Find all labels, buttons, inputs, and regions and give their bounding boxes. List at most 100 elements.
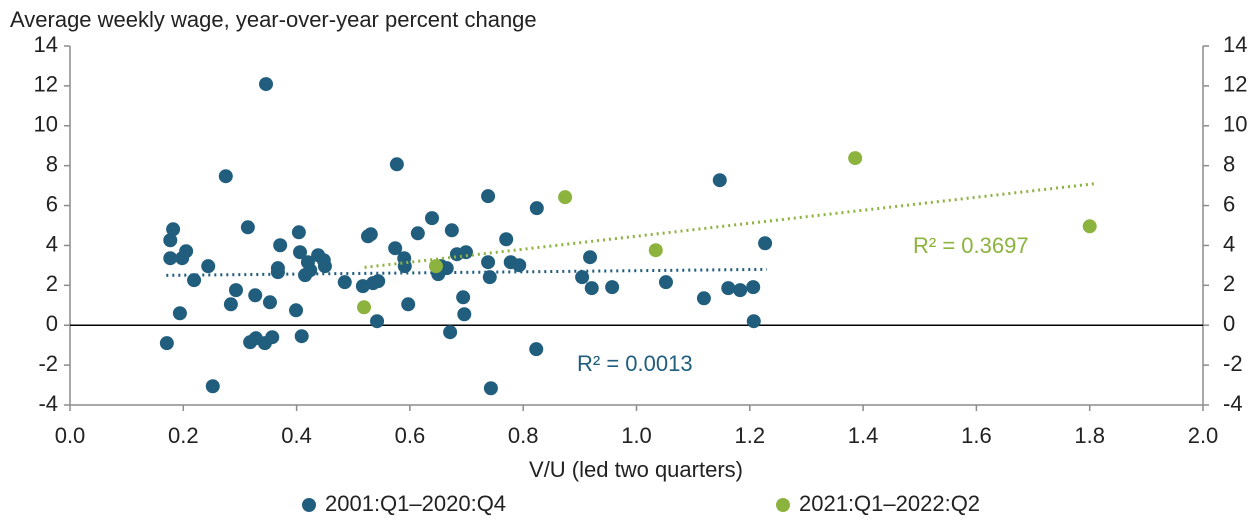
point bbox=[187, 273, 202, 288]
point bbox=[721, 281, 736, 296]
y2-tick-label: 10 bbox=[1223, 112, 1247, 137]
point bbox=[363, 227, 378, 242]
point bbox=[583, 250, 598, 265]
point bbox=[712, 173, 727, 188]
point bbox=[289, 303, 304, 318]
point bbox=[529, 342, 544, 357]
y2-tick-label: 8 bbox=[1223, 151, 1235, 176]
y2-tick-label: 12 bbox=[1223, 72, 1247, 97]
point bbox=[439, 261, 454, 276]
y2-tick-label: 6 bbox=[1223, 191, 1235, 216]
y-tick-label: 0 bbox=[46, 311, 58, 336]
point bbox=[218, 169, 233, 184]
y2-tick-label: -4 bbox=[1223, 391, 1243, 416]
r-squared-label: R² = 0.3697 bbox=[913, 233, 1029, 258]
point bbox=[166, 222, 181, 237]
point bbox=[733, 283, 748, 298]
point bbox=[303, 263, 318, 278]
point bbox=[443, 325, 458, 340]
point bbox=[291, 225, 306, 240]
x-tick-label: 1.8 bbox=[1074, 423, 1105, 448]
point bbox=[294, 329, 309, 344]
point bbox=[458, 245, 473, 260]
point bbox=[848, 151, 863, 166]
point bbox=[317, 259, 332, 274]
point bbox=[658, 275, 673, 290]
legend-label: 2001:Q1–2020:Q4 bbox=[325, 491, 506, 516]
point bbox=[605, 280, 620, 295]
y2-tick-label: -2 bbox=[1223, 351, 1243, 376]
x-tick-label: 1.4 bbox=[848, 423, 879, 448]
point bbox=[159, 336, 174, 351]
x-axis-label: V/U (led two quarters) bbox=[529, 457, 743, 482]
point bbox=[499, 232, 514, 247]
point bbox=[370, 314, 385, 329]
legend-marker bbox=[302, 498, 316, 512]
x-tick-label: 0.4 bbox=[281, 423, 312, 448]
point bbox=[223, 297, 238, 312]
point bbox=[357, 300, 372, 315]
x-tick-label: 2.0 bbox=[1188, 423, 1219, 448]
point bbox=[292, 245, 307, 260]
point bbox=[201, 259, 216, 274]
point bbox=[163, 251, 178, 266]
y2-tick-label: 2 bbox=[1223, 271, 1235, 296]
point bbox=[259, 77, 274, 92]
y-tick-label: 6 bbox=[46, 191, 58, 216]
y2-tick-label: 4 bbox=[1223, 231, 1235, 256]
point bbox=[205, 379, 220, 394]
point bbox=[172, 306, 187, 321]
legend-label: 2021:Q1–2022:Q2 bbox=[799, 491, 980, 516]
x-tick-label: 1.2 bbox=[735, 423, 766, 448]
point bbox=[262, 295, 277, 310]
point bbox=[482, 270, 497, 285]
point bbox=[428, 259, 443, 274]
x-tick-label: 0.2 bbox=[168, 423, 199, 448]
y-tick-label: 10 bbox=[34, 112, 58, 137]
x-tick-label: 0.8 bbox=[508, 423, 539, 448]
point bbox=[410, 226, 425, 241]
x-tick-label: 1.6 bbox=[961, 423, 992, 448]
y-tick-label: 4 bbox=[46, 231, 58, 256]
point bbox=[758, 236, 773, 251]
y2-tick-label: 14 bbox=[1223, 32, 1247, 57]
point bbox=[163, 233, 178, 248]
point bbox=[397, 259, 412, 274]
x-tick-label: 0.0 bbox=[55, 423, 86, 448]
point bbox=[746, 280, 761, 295]
point bbox=[388, 241, 403, 256]
legend-marker bbox=[776, 498, 790, 512]
point bbox=[337, 275, 352, 290]
point bbox=[558, 190, 573, 205]
point bbox=[457, 307, 472, 322]
point bbox=[584, 281, 599, 296]
point bbox=[746, 314, 761, 329]
point bbox=[1082, 219, 1097, 234]
y-tick-label: 8 bbox=[46, 151, 58, 176]
point bbox=[456, 290, 471, 305]
point bbox=[424, 211, 439, 226]
y-tick-label: -2 bbox=[38, 351, 58, 376]
point bbox=[481, 189, 496, 204]
point bbox=[512, 258, 527, 273]
point bbox=[401, 297, 416, 312]
x-tick-label: 0.6 bbox=[395, 423, 426, 448]
point bbox=[389, 157, 404, 172]
point bbox=[575, 270, 590, 285]
point bbox=[240, 220, 255, 235]
x-tick-label: 1.0 bbox=[621, 423, 652, 448]
point bbox=[273, 238, 288, 253]
point bbox=[179, 244, 194, 259]
point bbox=[265, 330, 280, 345]
y-tick-label: 14 bbox=[34, 32, 58, 57]
point bbox=[228, 283, 243, 298]
point bbox=[648, 243, 663, 258]
point bbox=[444, 223, 459, 238]
chart-title: Average weekly wage, year-over-year perc… bbox=[10, 7, 537, 32]
point bbox=[529, 201, 544, 216]
trend-line bbox=[364, 182, 1096, 269]
y-tick-label: -4 bbox=[38, 391, 58, 416]
point bbox=[483, 381, 498, 396]
trend-line bbox=[166, 267, 767, 277]
